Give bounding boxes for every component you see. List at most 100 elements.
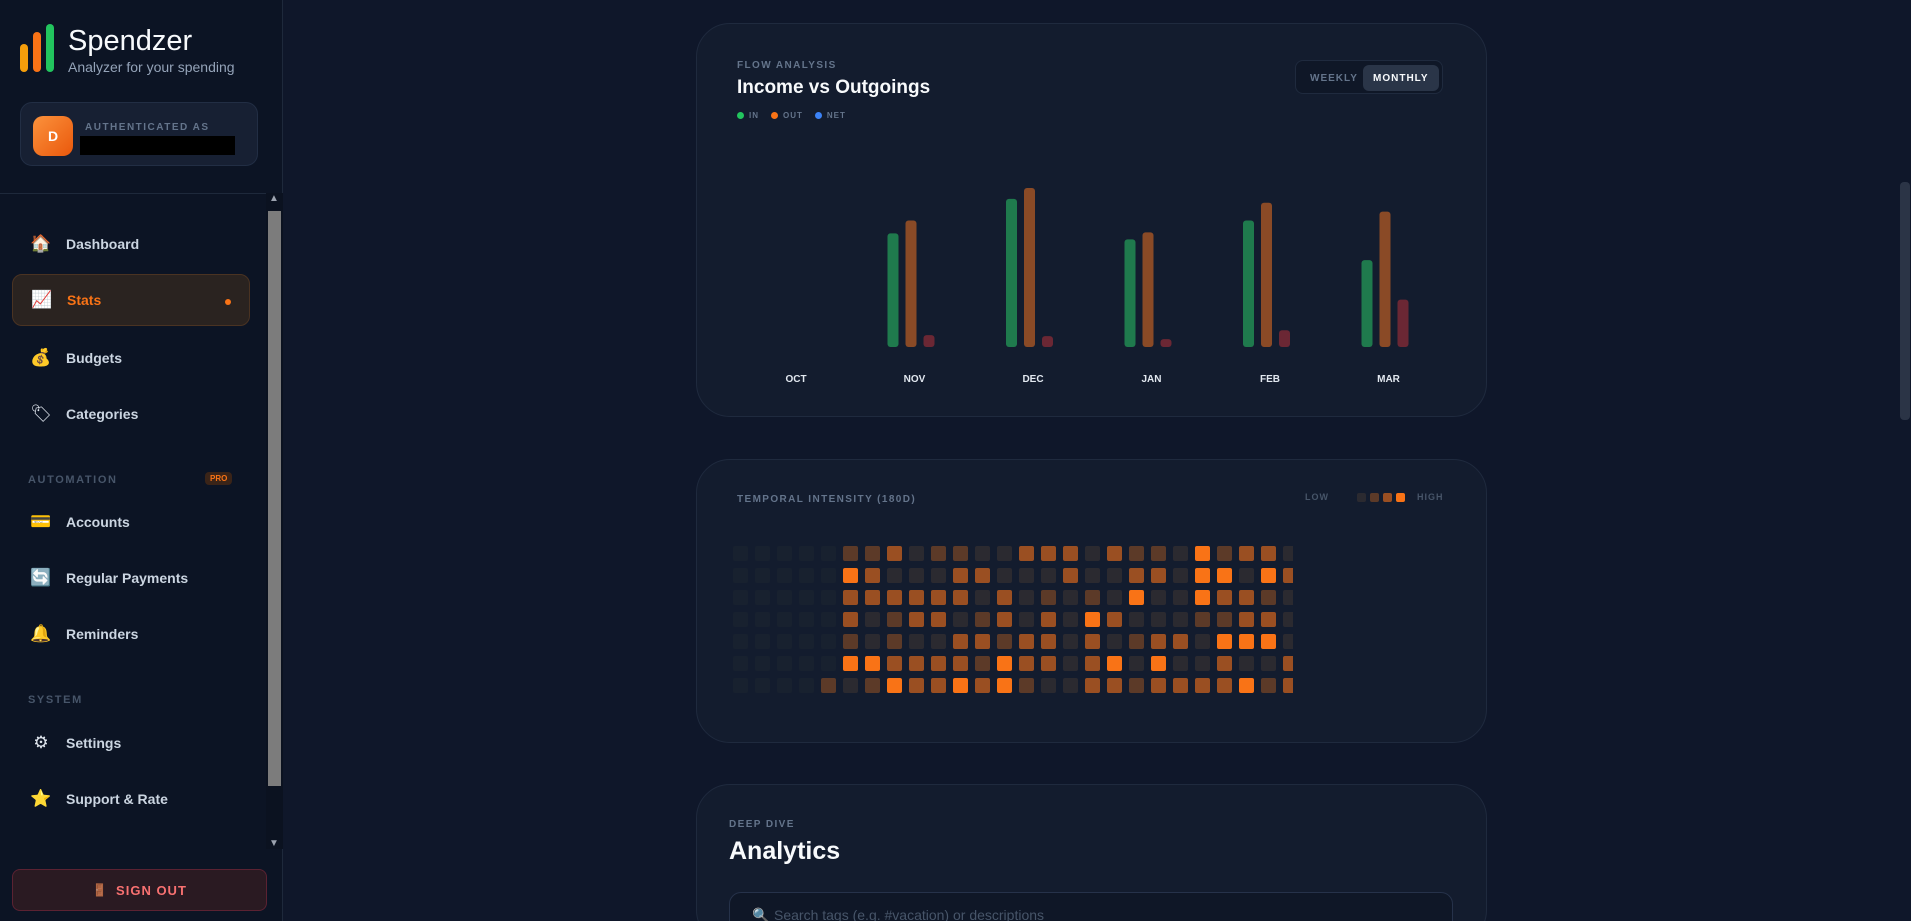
heatmap-cell[interactable]: [931, 590, 946, 605]
heatmap-cell[interactable]: [799, 590, 814, 605]
heatmap-cell[interactable]: [931, 568, 946, 583]
heatmap-cell[interactable]: [1151, 590, 1166, 605]
heatmap-cell[interactable]: [975, 678, 990, 693]
heatmap-cell[interactable]: [1217, 590, 1232, 605]
heatmap-cell[interactable]: [1107, 612, 1122, 627]
toggle-weekly-button[interactable]: WEEKLY: [1310, 72, 1358, 84]
heatmap-cell[interactable]: [799, 678, 814, 693]
heatmap-cell[interactable]: [1151, 568, 1166, 583]
heatmap-cell[interactable]: [733, 678, 748, 693]
bar-in-mar[interactable]: [1361, 260, 1373, 347]
heatmap-cell[interactable]: [931, 612, 946, 627]
main-scrollbar[interactable]: [1898, 0, 1911, 921]
sidebar-scrollbar[interactable]: ▲ ▼: [266, 193, 283, 849]
heatmap-cell[interactable]: [1195, 546, 1210, 561]
scroll-down-icon[interactable]: ▼: [269, 838, 279, 849]
heatmap-cell[interactable]: [1041, 590, 1056, 605]
heatmap-cell[interactable]: [1173, 568, 1188, 583]
heatmap-cell[interactable]: [1239, 656, 1254, 671]
heatmap-cell[interactable]: [1019, 546, 1034, 561]
heatmap-cell[interactable]: [975, 546, 990, 561]
heatmap-cell[interactable]: [1283, 634, 1293, 649]
heatmap-cell[interactable]: [997, 634, 1012, 649]
heatmap-cell[interactable]: [1129, 634, 1144, 649]
heatmap-cell[interactable]: [777, 634, 792, 649]
heatmap-cell[interactable]: [755, 634, 770, 649]
heatmap-cell[interactable]: [1239, 568, 1254, 583]
search-input[interactable]: [774, 907, 1374, 921]
heatmap-cell[interactable]: [799, 568, 814, 583]
bar-out-nov[interactable]: [905, 220, 917, 347]
heatmap-cell[interactable]: [1217, 656, 1232, 671]
heatmap-cell[interactable]: [777, 590, 792, 605]
heatmap-cell[interactable]: [975, 568, 990, 583]
sign-out-button[interactable]: 🚪 SIGN OUT: [12, 869, 267, 911]
heatmap-cell[interactable]: [975, 634, 990, 649]
sidebar-item-reminders[interactable]: 🔔 Reminders: [12, 608, 250, 660]
heatmap-cell[interactable]: [1129, 678, 1144, 693]
sidebar-item-categories[interactable]: 🏷 Categories: [12, 388, 250, 440]
heatmap-cell[interactable]: [1261, 656, 1276, 671]
heatmap-cell[interactable]: [975, 612, 990, 627]
heatmap-cell[interactable]: [1283, 568, 1293, 583]
heatmap-cell[interactable]: [1151, 656, 1166, 671]
heatmap-cell[interactable]: [887, 568, 902, 583]
bar-in-dec[interactable]: [1006, 198, 1017, 347]
sidebar-item-dashboard[interactable]: 🏠 Dashboard: [12, 218, 250, 270]
heatmap-cell[interactable]: [1019, 678, 1034, 693]
heatmap-cell[interactable]: [865, 590, 880, 605]
heatmap-cell[interactable]: [887, 612, 902, 627]
heatmap-cell[interactable]: [865, 612, 880, 627]
heatmap-cell[interactable]: [997, 568, 1012, 583]
heatmap-cell[interactable]: [997, 546, 1012, 561]
heatmap-cell[interactable]: [909, 678, 924, 693]
heatmap-cell[interactable]: [1261, 612, 1276, 627]
heatmap-cell[interactable]: [909, 568, 924, 583]
bar-net-jan[interactable]: [1160, 339, 1172, 347]
heatmap-cell[interactable]: [887, 634, 902, 649]
heatmap-cell[interactable]: [755, 678, 770, 693]
heatmap-cell[interactable]: [1019, 568, 1034, 583]
sidebar-item-budgets[interactable]: 💰 Budgets: [12, 332, 250, 384]
heatmap-cell[interactable]: [997, 612, 1012, 627]
heatmap-cell[interactable]: [821, 678, 836, 693]
heatmap-cell[interactable]: [843, 656, 858, 671]
bar-net-nov[interactable]: [923, 335, 935, 347]
heatmap-cell[interactable]: [1107, 590, 1122, 605]
sidebar-scroll-thumb[interactable]: [268, 211, 281, 786]
heatmap-cell[interactable]: [1261, 634, 1276, 649]
heatmap-cell[interactable]: [733, 634, 748, 649]
heatmap-cell[interactable]: [1217, 612, 1232, 627]
heatmap-cell[interactable]: [1041, 634, 1056, 649]
heatmap-cell[interactable]: [865, 568, 880, 583]
heatmap-cell[interactable]: [1041, 612, 1056, 627]
heatmap-cell[interactable]: [1063, 634, 1078, 649]
sidebar-item-stats[interactable]: 📈 Stats: [12, 274, 250, 326]
heatmap-cell[interactable]: [821, 546, 836, 561]
bar-net-dec[interactable]: [1042, 336, 1053, 347]
heatmap-cell[interactable]: [1063, 568, 1078, 583]
heatmap-cell[interactable]: [1283, 678, 1293, 693]
heatmap-cell[interactable]: [755, 612, 770, 627]
heatmap-cell[interactable]: [1173, 546, 1188, 561]
heatmap-cell[interactable]: [1063, 656, 1078, 671]
heatmap-cell[interactable]: [755, 546, 770, 561]
heatmap-cell[interactable]: [1195, 568, 1210, 583]
bar-net-feb[interactable]: [1279, 330, 1290, 347]
heatmap-cell[interactable]: [733, 656, 748, 671]
brand[interactable]: Spendzer Analyzer for your spending: [20, 24, 235, 75]
heatmap-cell[interactable]: [1107, 546, 1122, 561]
heatmap-cell[interactable]: [1041, 656, 1056, 671]
heatmap-cell[interactable]: [1261, 568, 1276, 583]
heatmap-cell[interactable]: [997, 656, 1012, 671]
heatmap-cell[interactable]: [777, 546, 792, 561]
heatmap-cell[interactable]: [1173, 590, 1188, 605]
heatmap-cell[interactable]: [1173, 634, 1188, 649]
heatmap-cell[interactable]: [1041, 568, 1056, 583]
heatmap-cell[interactable]: [799, 634, 814, 649]
heatmap-cell[interactable]: [887, 656, 902, 671]
heatmap-cell[interactable]: [1019, 634, 1034, 649]
heatmap-cell[interactable]: [865, 546, 880, 561]
scroll-up-icon[interactable]: ▲: [269, 193, 279, 204]
heatmap-cell[interactable]: [953, 546, 968, 561]
